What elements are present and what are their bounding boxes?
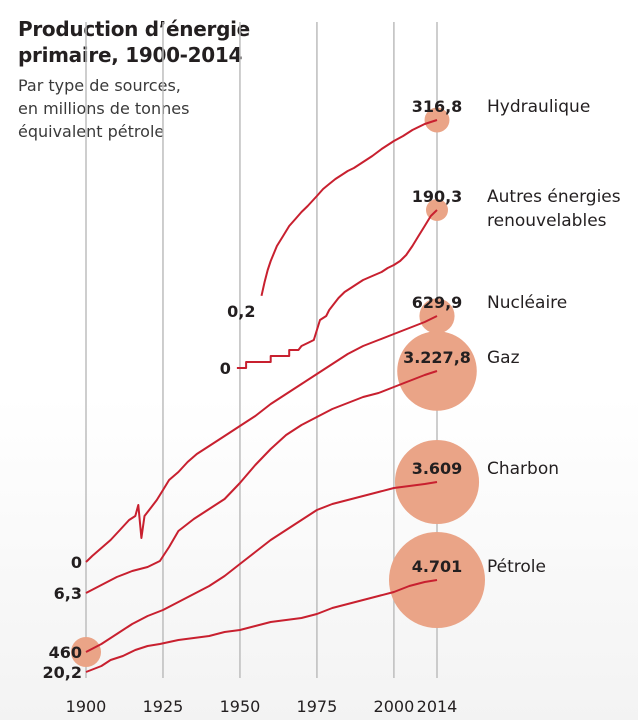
series-2-line	[85, 315, 438, 563]
x-tick-label-2000: 2000	[374, 697, 415, 716]
series-4-start-value-label: 460	[49, 643, 82, 662]
series-0-line	[260, 119, 438, 297]
chart-title-line-1: Production d’énergie	[18, 17, 250, 41]
series-2-end-value-label: 629,9	[412, 293, 463, 312]
label-layer: 0,2 316,8 Hydraulique 0 190,3 Autres énergies…	[43, 97, 621, 682]
series-0-end-value-label: 316,8	[412, 97, 463, 116]
series-3-end-value-label: 3.227,8	[403, 348, 471, 367]
chart-subtitle: Par type de sources, en millions de tonne…	[18, 74, 228, 143]
series-5-end-value-label: 4.701	[412, 557, 463, 576]
series-3-name-label: Gaz	[487, 348, 520, 368]
chart-title-line-2: primaire, 1900-2014	[18, 43, 243, 67]
chart-subtitle-line-1: Par type de sources,	[18, 76, 181, 95]
x-tick-label-2014: 2014	[417, 697, 458, 716]
series-1-start-value-label: 0	[220, 359, 231, 378]
series-3-start-value-label: 6,3	[54, 584, 82, 603]
series-4-line	[85, 481, 438, 653]
chart-subtitle-line-2: en millions de tonnes	[18, 99, 190, 118]
x-tick-label-1925: 1925	[143, 697, 184, 716]
series-1-name-label-line-2: renouvelables	[487, 211, 607, 231]
series-5-line	[85, 579, 438, 673]
chart-title: Production d’énergie primaire, 1900-2014	[18, 16, 278, 68]
series-1-end-value-label: 190,3	[412, 187, 463, 206]
series-4-name-label: Charbon	[487, 459, 559, 479]
series-3-line	[85, 370, 438, 594]
x-tick-label-1950: 1950	[220, 697, 261, 716]
series-0-name-label: Hydraulique	[487, 97, 590, 117]
chart-subtitle-line-3: équivalent pétrole	[18, 122, 165, 141]
series-1-name-label-line-1: Autres énergies	[487, 187, 621, 207]
series-0-start-value-label: 0,2	[227, 302, 255, 321]
series-2-name-label: Nucléaire	[487, 293, 567, 313]
line-layer	[85, 119, 438, 673]
series-4-end-value-label: 3.609	[412, 459, 463, 478]
series-1-line	[236, 209, 438, 369]
series-2-start-value-label: 0	[71, 553, 82, 572]
series-5-start-value-label: 20,2	[43, 663, 82, 682]
series-5-name-label: Pétrole	[487, 557, 546, 577]
x-tick-label-1900: 1900	[66, 697, 107, 716]
x-tick-label-1975: 1975	[297, 697, 338, 716]
